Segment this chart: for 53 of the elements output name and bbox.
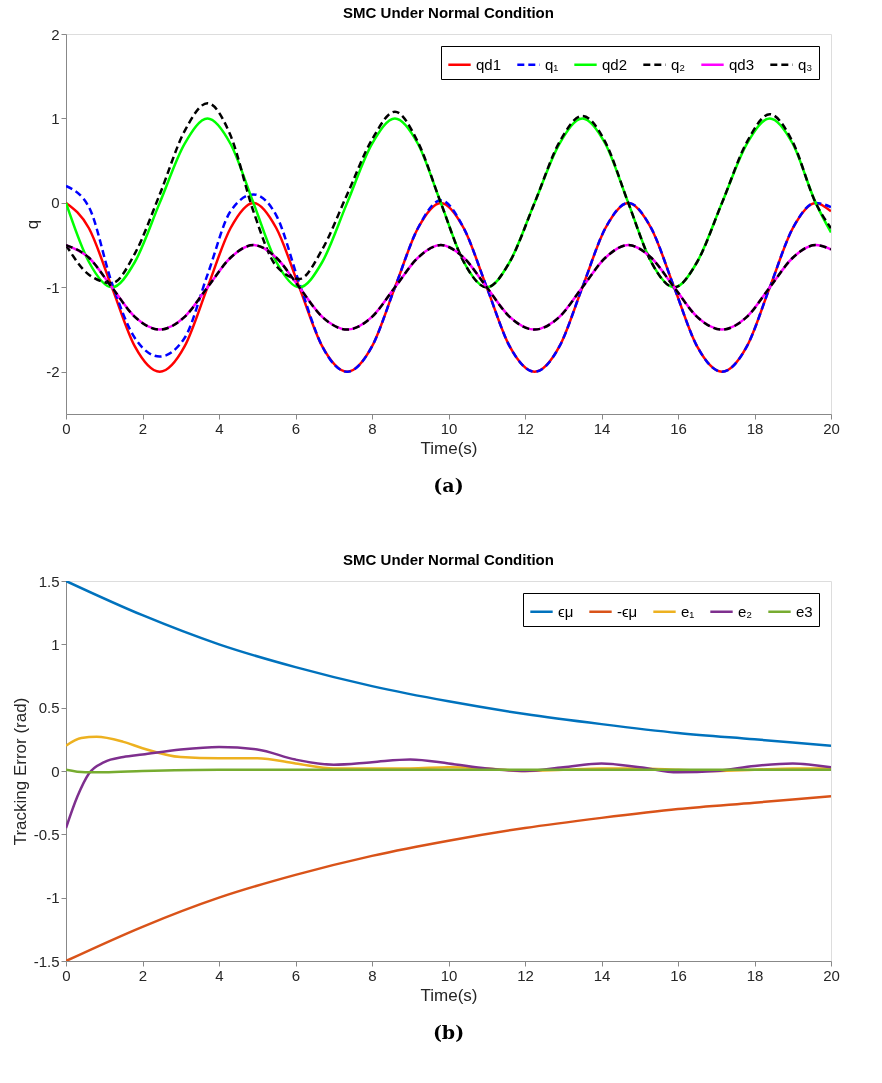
y-tick-label: -1.5 bbox=[33, 952, 60, 970]
x-tick-label: 0 bbox=[62, 419, 71, 437]
legend-label: qd1 bbox=[476, 55, 502, 73]
x-tick-label: 16 bbox=[670, 419, 687, 437]
x-tick-label: 6 bbox=[291, 966, 301, 984]
legend-label: q₂ bbox=[671, 55, 686, 73]
y-tick-label: 0 bbox=[51, 762, 60, 780]
x-tick-label: 18 bbox=[746, 419, 764, 437]
x-tick-label: 14 bbox=[593, 966, 611, 984]
x-tick-label: 10 bbox=[440, 966, 458, 984]
y-tick-label: -0.5 bbox=[33, 825, 60, 843]
y-tick-label: 1 bbox=[51, 635, 60, 653]
y-tick-label: -1 bbox=[46, 889, 60, 907]
legend-label: qd3 bbox=[729, 55, 755, 73]
legend-label: e₁ bbox=[681, 602, 695, 620]
y-tick-label: 0 bbox=[51, 194, 60, 212]
x-tick-label: 8 bbox=[368, 419, 377, 437]
y-axis-title: Tracking Error (rad) bbox=[10, 697, 30, 846]
x-tick-label: 18 bbox=[746, 966, 764, 984]
chart-title: SMC Under Normal Condition bbox=[343, 4, 554, 21]
y-tick-label: 1.5 bbox=[38, 572, 60, 590]
x-tick-label: 20 bbox=[823, 419, 840, 437]
x-tick-label: 10 bbox=[440, 419, 458, 437]
legend-label: e3 bbox=[796, 602, 813, 620]
legend-label: ϵμ bbox=[558, 602, 574, 620]
y-tick-label: -1 bbox=[46, 278, 60, 296]
y-axis-title: q bbox=[23, 219, 43, 230]
x-tick-label: 12 bbox=[517, 419, 534, 437]
x-tick-label: 0 bbox=[62, 966, 71, 984]
x-axis-title: Time(s) bbox=[420, 438, 478, 458]
x-tick-label: 16 bbox=[670, 966, 687, 984]
x-tick-label: 14 bbox=[593, 419, 611, 437]
y-tick-label: -2 bbox=[46, 363, 60, 381]
text: (a) bbox=[433, 474, 464, 496]
x-tick-label: 12 bbox=[517, 966, 534, 984]
x-tick-label: 2 bbox=[138, 419, 148, 437]
y-tick-label: 2 bbox=[51, 25, 60, 43]
x-tick-label: 8 bbox=[368, 966, 377, 984]
legend-label: e₂ bbox=[738, 602, 753, 620]
x-tick-label: 20 bbox=[823, 966, 840, 984]
text: (b) bbox=[432, 1021, 465, 1043]
x-tick-label: 4 bbox=[215, 419, 224, 437]
legend-label: q₃ bbox=[798, 55, 813, 73]
legend-label: -ϵμ bbox=[617, 602, 638, 620]
x-axis-title: Time(s) bbox=[420, 985, 478, 1005]
y-tick-label: 0.5 bbox=[38, 699, 60, 717]
legend-label: q₁ bbox=[545, 55, 559, 73]
legend-label: qd2 bbox=[602, 55, 628, 73]
x-tick-label: 2 bbox=[138, 966, 148, 984]
x-tick-label: 4 bbox=[215, 966, 224, 984]
y-tick-label: 1 bbox=[51, 109, 60, 127]
x-tick-label: 6 bbox=[291, 419, 301, 437]
chart-title: SMC Under Normal Condition bbox=[343, 551, 554, 568]
